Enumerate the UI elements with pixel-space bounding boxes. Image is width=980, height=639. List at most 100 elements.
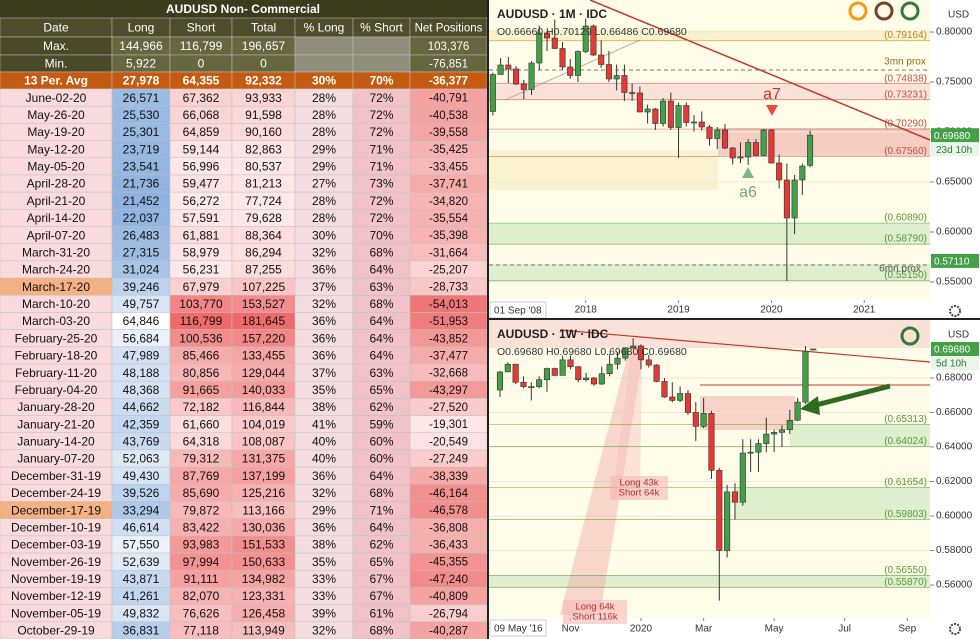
row-value: 32% bbox=[312, 486, 336, 500]
row-date: October-29-19 bbox=[17, 624, 95, 638]
row-value: 82,863 bbox=[245, 142, 282, 156]
note-text: Long 64k bbox=[575, 602, 614, 613]
candle-body bbox=[669, 396, 676, 401]
candle-body bbox=[778, 429, 785, 433]
row-value: 67% bbox=[369, 589, 393, 603]
summary-value-cell bbox=[294, 54, 354, 73]
row-date: January-21-20 bbox=[17, 417, 95, 431]
row-value: 71% bbox=[369, 142, 393, 156]
row-value: -46,164 bbox=[429, 488, 469, 500]
settings-button[interactable] bbox=[949, 305, 961, 317]
alert-pin[interactable] bbox=[848, 1, 868, 21]
summary-value-cell bbox=[352, 36, 411, 56]
y-tick-label: 0.60000 bbox=[936, 511, 973, 522]
alert-pin[interactable] bbox=[874, 1, 894, 21]
candle-body bbox=[691, 121, 698, 124]
candle-body bbox=[590, 377, 598, 385]
row-value: 36% bbox=[312, 331, 336, 345]
row-date: March-31-20 bbox=[22, 245, 90, 259]
ohlc: O0.69680 H0.69680 L0.69680 C0.69680 bbox=[497, 346, 687, 358]
level-label: (0.79164) bbox=[884, 30, 927, 41]
y-tick-label: 0.58000 bbox=[936, 545, 973, 556]
row-date: February-25-20 bbox=[15, 331, 98, 345]
row-value: 77,118 bbox=[183, 624, 219, 638]
level-label: (0.73231) bbox=[884, 89, 927, 100]
row-value: -45,355 bbox=[429, 557, 468, 569]
row-value: 48,368 bbox=[123, 383, 160, 397]
zone bbox=[735, 487, 930, 519]
row-value: 107,225 bbox=[242, 280, 286, 294]
row-value: -43,297 bbox=[429, 385, 468, 397]
candle-body bbox=[630, 345, 637, 349]
row-value: 56,684 bbox=[123, 331, 160, 345]
candle-body bbox=[683, 105, 690, 123]
candle-body bbox=[783, 179, 790, 219]
level-label: (0.56550) bbox=[884, 565, 927, 576]
row-value: 116,844 bbox=[242, 400, 285, 414]
note-box bbox=[563, 600, 627, 624]
candle-body bbox=[598, 373, 605, 385]
row-value: 64% bbox=[369, 331, 393, 345]
summary-value: 144,966 bbox=[119, 39, 163, 53]
summary-value: 0 bbox=[198, 57, 205, 71]
row-value: 65% bbox=[369, 383, 393, 397]
row-value: 52,639 bbox=[123, 555, 160, 569]
chart-title: AUDUSD · 1W · IDC bbox=[497, 327, 609, 341]
row-value: 64% bbox=[369, 469, 393, 483]
candle-body bbox=[520, 83, 527, 90]
candle-body bbox=[747, 451, 754, 454]
row-date: March-24-20 bbox=[22, 263, 90, 277]
x-tick-label: 2018 bbox=[575, 305, 598, 316]
row-value: 67,979 bbox=[183, 280, 220, 294]
row-value: 60% bbox=[369, 452, 393, 466]
level-label: (0.65313) bbox=[884, 414, 927, 425]
row-value: 113,949 bbox=[242, 624, 285, 638]
row-value: 91,111 bbox=[184, 572, 219, 586]
row-value: 35% bbox=[312, 383, 336, 397]
row-value: -20,549 bbox=[429, 436, 468, 448]
summary-value: 92,332 bbox=[245, 74, 282, 88]
candle-body bbox=[739, 452, 746, 503]
alert-pin[interactable] bbox=[900, 326, 920, 346]
candle-body bbox=[582, 25, 589, 52]
summary-value: -76,851 bbox=[429, 59, 468, 71]
candle-body bbox=[708, 413, 715, 471]
summary-value-cell bbox=[352, 54, 411, 73]
row-value: -40,287 bbox=[429, 625, 468, 637]
annotation: 6mn prox bbox=[879, 264, 921, 275]
note-text: Short 64k bbox=[619, 488, 660, 499]
row-value: 61% bbox=[369, 606, 393, 620]
candle-body bbox=[653, 364, 660, 382]
zone bbox=[489, 575, 930, 588]
y-tick-label: 0.64000 bbox=[936, 442, 973, 453]
row-value: 64% bbox=[369, 520, 393, 534]
y-tick-label: 0.62000 bbox=[936, 476, 973, 487]
candle-body bbox=[513, 68, 520, 85]
row-value: 72,182 bbox=[183, 400, 220, 414]
candle-body bbox=[807, 134, 814, 166]
row-value: 43,871 bbox=[123, 572, 160, 586]
row-value: 137,199 bbox=[242, 469, 286, 483]
row-value: 62% bbox=[369, 538, 393, 552]
row-value: 23,719 bbox=[123, 142, 160, 156]
price-tag-label: 0.57110 bbox=[934, 257, 970, 268]
alert-pin[interactable] bbox=[900, 1, 920, 21]
column-header: Date bbox=[43, 21, 69, 35]
row-value: 68% bbox=[369, 624, 393, 638]
row-value: -33,455 bbox=[429, 161, 468, 173]
row-value: 68% bbox=[369, 297, 393, 311]
settings-button[interactable] bbox=[949, 623, 961, 635]
candle-body bbox=[575, 366, 582, 381]
candle-body bbox=[776, 162, 783, 181]
summary-value: 0 bbox=[260, 57, 267, 71]
row-date: December-17-19 bbox=[11, 503, 101, 517]
row-date: November-26-19 bbox=[11, 555, 101, 569]
row-value: 97,994 bbox=[183, 555, 220, 569]
row-value: 64% bbox=[369, 349, 393, 363]
level-label: (0.60890) bbox=[884, 213, 927, 224]
row-value: 80,856 bbox=[183, 366, 220, 380]
row-value: -34,820 bbox=[429, 196, 468, 208]
candle-body bbox=[536, 32, 543, 64]
row-value: 38% bbox=[312, 400, 336, 414]
row-value: -35,425 bbox=[429, 144, 468, 156]
